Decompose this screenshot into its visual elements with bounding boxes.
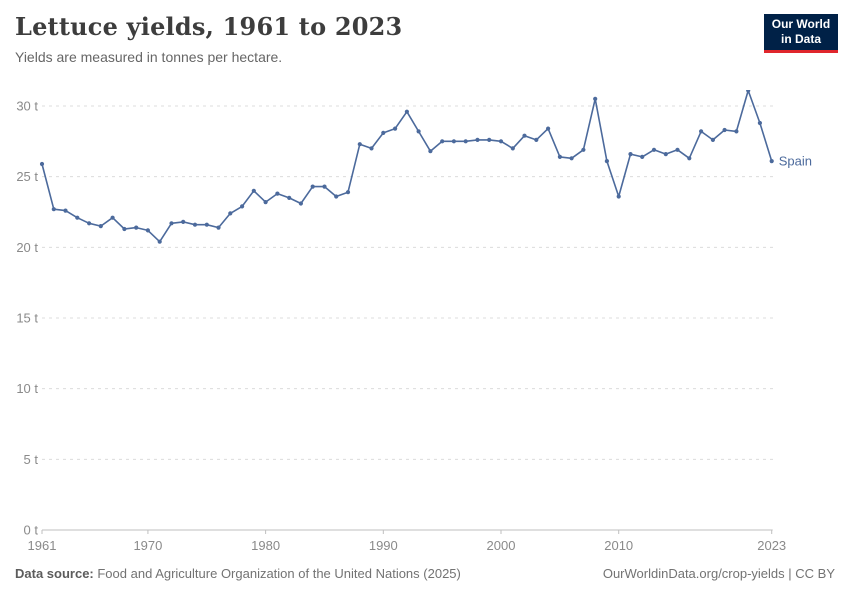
- data-point: [604, 159, 610, 164]
- data-point: [581, 147, 586, 152]
- data-point: [746, 90, 751, 93]
- x-tick-label: 1961: [28, 538, 57, 553]
- data-point: [275, 191, 280, 196]
- data-point: [675, 147, 680, 152]
- x-tick-label: 2023: [757, 538, 786, 553]
- data-point: [463, 139, 468, 144]
- data-point: [451, 139, 456, 144]
- x-tick-label: 1980: [251, 538, 280, 553]
- data-point: [534, 137, 539, 142]
- chart-footer: Data source: Food and Agriculture Organi…: [15, 566, 835, 581]
- data-point: [157, 239, 162, 244]
- data-point: [381, 130, 386, 135]
- y-tick-label: 25 t: [16, 169, 38, 184]
- data-point: [440, 139, 445, 144]
- data-point: [357, 142, 362, 147]
- data-point: [216, 225, 221, 230]
- y-tick-label: 5 t: [24, 452, 39, 467]
- data-point: [169, 221, 174, 226]
- data-point: [145, 228, 150, 233]
- data-point: [722, 127, 727, 133]
- data-point: [240, 204, 245, 209]
- data-point: [428, 149, 433, 154]
- y-tick-label: 0 t: [24, 523, 39, 538]
- data-point: [687, 156, 692, 161]
- data-point: [251, 188, 256, 193]
- line-chart-canvas[interactable]: 0 t 5 t 10 t 15 t 20 t 25 t 30 t 1961 1970 1980 19…: [0, 90, 850, 560]
- chart-subtitle: Yields are measured in tonnes per hectar…: [15, 49, 283, 65]
- data-point: [75, 215, 80, 220]
- credit-link[interactable]: OurWorldinData.org/crop-yields | CC BY: [602, 566, 835, 581]
- data-source-text: Food and Agriculture Organization of the…: [93, 566, 461, 581]
- data-point: [557, 154, 563, 159]
- data-point: [134, 225, 139, 230]
- data-point: [416, 129, 421, 134]
- data-point: [404, 109, 409, 114]
- data-point: [287, 195, 292, 200]
- y-tick-label: 20 t: [16, 240, 38, 255]
- data-point: [51, 207, 56, 212]
- series-label: Spain: [779, 154, 812, 169]
- data-point: [98, 224, 103, 229]
- page-title: Lettuce yields, 1961 to 2023: [15, 12, 403, 41]
- data-point: [757, 120, 763, 126]
- data-point: [616, 194, 621, 199]
- data-point: [498, 139, 504, 144]
- data-source: Data source: Food and Agriculture Organi…: [15, 566, 461, 581]
- data-point: [310, 184, 315, 189]
- logo-line-2: in Data: [780, 32, 821, 46]
- data-point: [204, 222, 209, 227]
- data-point: [192, 222, 198, 227]
- data-point: [522, 133, 527, 138]
- data-point: [122, 226, 127, 232]
- x-tick-label: 2000: [487, 538, 516, 553]
- data-point: [640, 154, 645, 159]
- data-point: [769, 159, 774, 164]
- data-point: [369, 146, 374, 151]
- data-point: [734, 129, 739, 134]
- data-point: [110, 215, 115, 220]
- data-point: [322, 184, 327, 189]
- data-point: [87, 221, 92, 226]
- data-point: [181, 219, 186, 224]
- x-tick-label: 1990: [369, 538, 398, 553]
- x-tick-label: 2010: [604, 538, 633, 553]
- data-point: [298, 201, 303, 206]
- data-point: [569, 156, 574, 161]
- data-point: [63, 208, 68, 213]
- y-tick-label: 30 t: [16, 99, 38, 114]
- y-tick-label: 15 t: [16, 311, 38, 326]
- data-point: [593, 96, 598, 101]
- data-source-label: Data source:: [15, 566, 94, 581]
- data-point: [475, 137, 480, 142]
- data-point: [39, 161, 45, 167]
- data-point: [651, 147, 657, 152]
- logo-line-1: Our World: [771, 17, 831, 31]
- data-point: [510, 146, 515, 151]
- data-point: [663, 152, 668, 157]
- data-point: [334, 194, 339, 199]
- data-point: [345, 190, 351, 195]
- data-point: [263, 200, 268, 205]
- data-point: [487, 137, 492, 142]
- data-point: [699, 129, 704, 134]
- data-point: [393, 126, 398, 131]
- y-tick-label: 10 t: [16, 381, 38, 396]
- data-point: [546, 126, 551, 131]
- x-tick-label: 1970: [133, 538, 162, 553]
- data-point: [228, 211, 233, 216]
- data-point: [628, 152, 633, 157]
- data-point: [710, 137, 716, 142]
- owid-logo[interactable]: Our World in Data: [764, 14, 838, 53]
